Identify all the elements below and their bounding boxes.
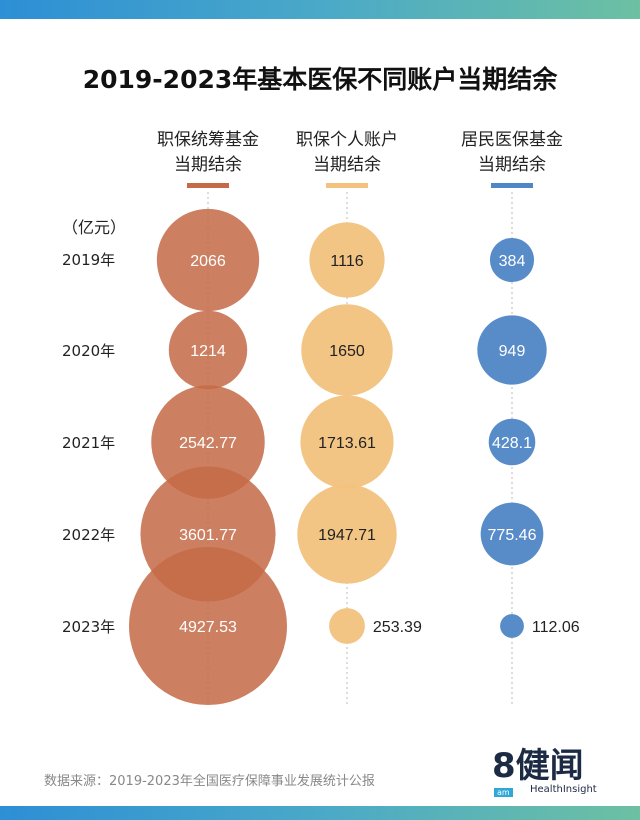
year-label: 2022年 bbox=[62, 526, 116, 544]
header-line: 当期结余 bbox=[313, 155, 381, 175]
data-label: 1947.71 bbox=[318, 527, 376, 544]
bubble bbox=[300, 395, 394, 489]
data-label: 2066 bbox=[190, 253, 226, 270]
year-label: 2019年 bbox=[62, 251, 116, 269]
data-label: 1116 bbox=[330, 253, 363, 270]
bubble bbox=[500, 614, 524, 638]
bottom-gradient-bar bbox=[0, 806, 640, 820]
column-header-resident: 居民医保基金 当期结余 bbox=[432, 128, 592, 178]
healthinsight-logo: 8健闻 am HealthInsight bbox=[492, 746, 597, 797]
bubble bbox=[477, 315, 547, 385]
bubble bbox=[488, 418, 536, 466]
header-line: 职保个人账户 bbox=[296, 130, 398, 150]
header-line: 当期结余 bbox=[174, 155, 242, 175]
year-label: 2023年 bbox=[62, 618, 116, 636]
source-note: 数据来源：2019-2023年全国医疗保障事业发展统计公报 bbox=[44, 774, 375, 789]
logo-badge: am bbox=[494, 788, 513, 797]
data-label: 2542.77 bbox=[179, 435, 237, 452]
data-label: 1650 bbox=[329, 343, 365, 360]
data-label: 949 bbox=[499, 343, 526, 360]
data-label: 428.1 bbox=[492, 435, 532, 452]
header-line: 居民医保基金 bbox=[461, 130, 563, 150]
header-line: 职保统筹基金 bbox=[157, 130, 259, 150]
bubble bbox=[129, 547, 287, 705]
data-label: 775.46 bbox=[488, 527, 537, 544]
column-header-employee-pooled: 职保统筹基金 当期结余 bbox=[128, 128, 288, 178]
data-label: 3601.77 bbox=[179, 527, 237, 544]
bubble bbox=[301, 304, 393, 396]
column-header-employee-personal: 职保个人账户 当期结余 bbox=[267, 128, 427, 178]
logo-mark: 8健闻 bbox=[492, 746, 584, 786]
data-label: 1713.61 bbox=[318, 435, 376, 452]
unit-label: （亿元） bbox=[62, 218, 127, 237]
header-line: 当期结余 bbox=[478, 155, 546, 175]
legend-swatch bbox=[491, 183, 533, 188]
data-label: 253.39 bbox=[373, 619, 422, 636]
top-gradient-bar bbox=[0, 0, 640, 19]
bubble bbox=[168, 310, 248, 390]
data-label: 112.06 bbox=[532, 619, 580, 636]
logo-subtitle: HealthInsight bbox=[530, 784, 597, 795]
bubble bbox=[489, 237, 535, 283]
bubble bbox=[151, 385, 265, 499]
year-label: 2020年 bbox=[62, 342, 116, 360]
data-label: 384 bbox=[499, 253, 526, 270]
data-label: 1214 bbox=[190, 343, 226, 360]
legend-swatch bbox=[187, 183, 229, 188]
data-label: 4927.53 bbox=[179, 619, 237, 636]
bubble bbox=[480, 502, 544, 566]
legend-swatch bbox=[326, 183, 368, 188]
year-label: 2021年 bbox=[62, 434, 116, 452]
chart-title: 2019-2023年基本医保不同账户当期结余 bbox=[82, 65, 558, 94]
bubble bbox=[309, 222, 385, 298]
bubble bbox=[329, 608, 365, 644]
bubble bbox=[156, 208, 260, 312]
bubble bbox=[297, 484, 397, 584]
